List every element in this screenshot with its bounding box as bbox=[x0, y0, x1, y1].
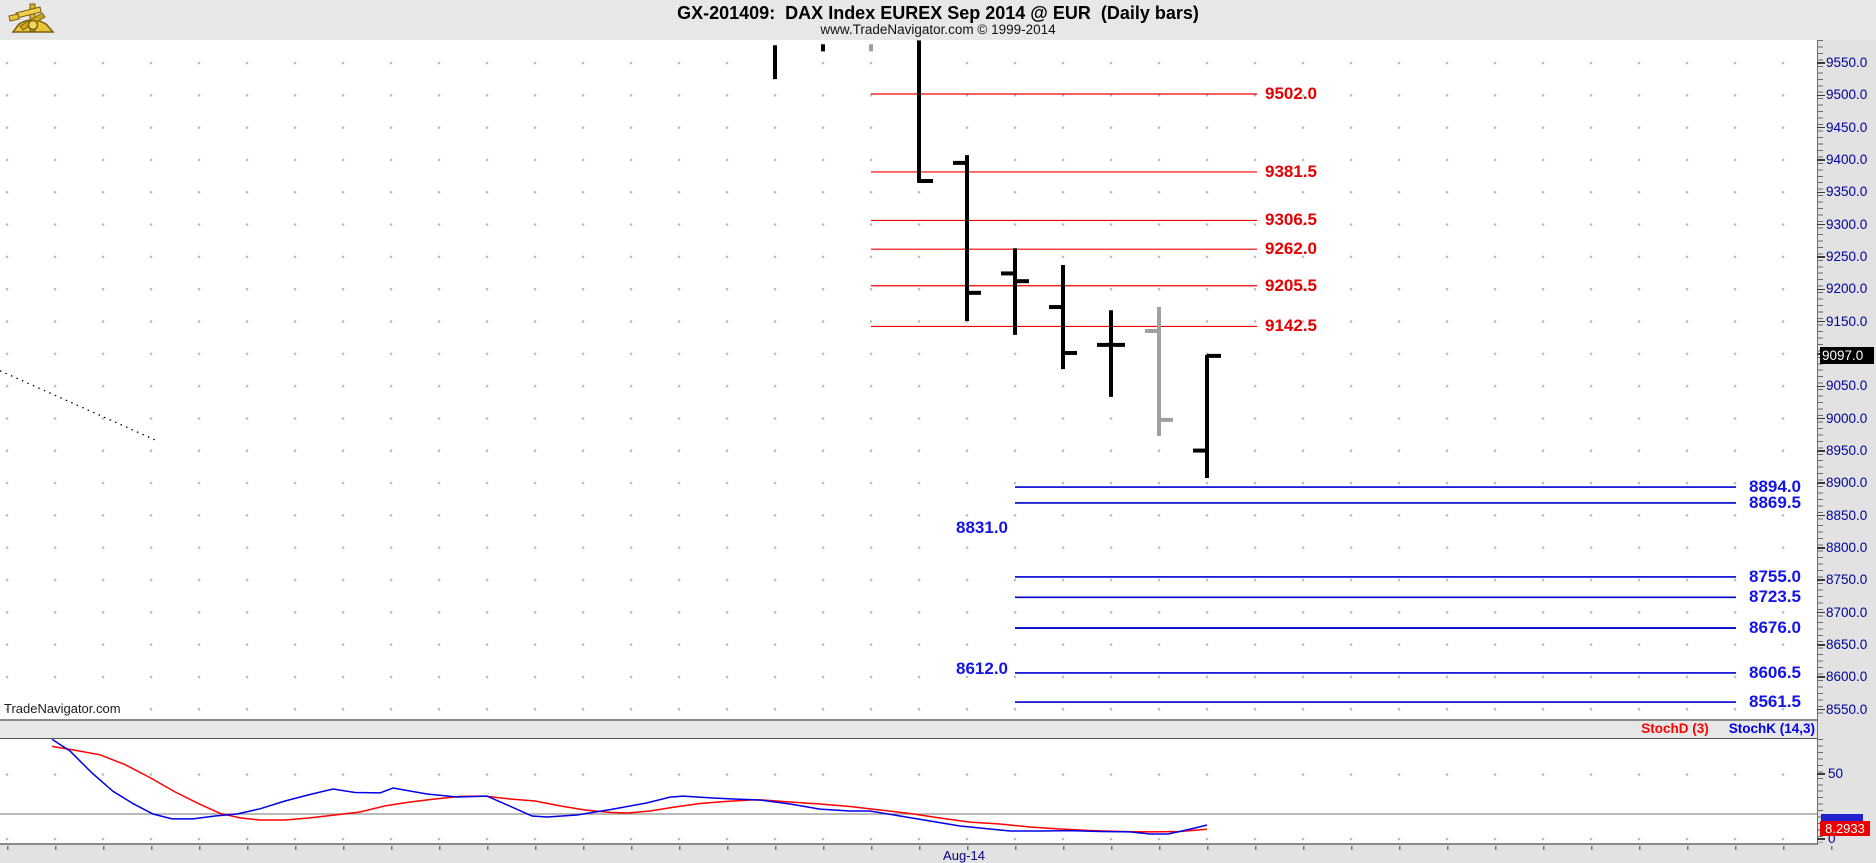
price-axis-tick-label: 8600.0 bbox=[1826, 669, 1868, 685]
price-axis-major-tick bbox=[1817, 644, 1825, 646]
trade-navigator-logo-icon[interactable] bbox=[6, 1, 58, 43]
price-axis-tick-label: 9450.0 bbox=[1826, 119, 1868, 135]
stoch-line-k bbox=[51, 739, 1208, 835]
ohlc-bar bbox=[917, 40, 933, 183]
stochk-legend-label[interactable]: StochK (14,3) bbox=[1728, 721, 1815, 736]
resistance-level-label: 9306.5 bbox=[1265, 210, 1317, 230]
price-axis-major-tick bbox=[1817, 159, 1825, 161]
chart-title: GX-201409: DAX Index EUREX Sep 2014 @ EU… bbox=[677, 3, 1199, 23]
price-axis-tick-label: 8850.0 bbox=[1826, 507, 1868, 523]
support-level-label: 8831.0 bbox=[956, 517, 1008, 537]
date-axis-label: Aug-14 bbox=[943, 848, 985, 863]
ohlc-bar bbox=[1001, 248, 1029, 335]
stochastic-canvas[interactable] bbox=[0, 739, 1817, 844]
stoch-line-d bbox=[51, 745, 1208, 833]
price-axis-major-tick bbox=[1817, 94, 1825, 97]
price-axis-tick-label: 9400.0 bbox=[1826, 151, 1868, 167]
stoch-pane-border bbox=[0, 843, 1817, 845]
price-axis-tick-label: 8550.0 bbox=[1826, 701, 1868, 717]
last-price-badge: 9097.0 bbox=[1820, 347, 1874, 365]
price-axis-tick-label: 9500.0 bbox=[1826, 87, 1868, 103]
price-axis-major-tick bbox=[1817, 450, 1825, 452]
ohlc-bar bbox=[953, 155, 981, 321]
price-axis-tick-label: 9000.0 bbox=[1826, 410, 1868, 426]
stoch-axis-major-tick bbox=[1817, 773, 1825, 775]
date-axis-ticks bbox=[7, 846, 1876, 850]
support-level-label: 8723.5 bbox=[1749, 587, 1801, 607]
support-level-label: 8755.0 bbox=[1749, 566, 1801, 586]
chart-title-bar: GX-201409: DAX Index EUREX Sep 2014 @ EU… bbox=[0, 0, 1876, 40]
price-axis-tick-label: 9200.0 bbox=[1826, 281, 1868, 297]
price-axis-major-tick bbox=[1817, 514, 1825, 517]
price-chart-pane[interactable]: TradeNavigator.com 9502.0 9381.5 9306.5 926… bbox=[0, 40, 1817, 721]
price-axis-major-tick bbox=[1817, 417, 1825, 420]
price-axis-major-tick bbox=[1817, 579, 1825, 581]
price-axis-tick-label: 8650.0 bbox=[1826, 636, 1868, 652]
price-axis-tick-label: 9550.0 bbox=[1826, 55, 1868, 70]
price-axis-tick-label: 8900.0 bbox=[1826, 475, 1868, 491]
resistance-level-label: 9205.5 bbox=[1265, 275, 1317, 295]
date-axis-strip[interactable]: Aug-14 bbox=[0, 845, 1876, 863]
price-axis-major-tick bbox=[1817, 547, 1825, 549]
price-axis-strip[interactable] bbox=[1817, 40, 1876, 845]
resistance-level-label: 9142.5 bbox=[1265, 316, 1317, 336]
support-level-label: 8676.0 bbox=[1749, 618, 1801, 638]
resistance-level-label: 9262.0 bbox=[1265, 239, 1317, 259]
price-axis-major-tick bbox=[1817, 708, 1825, 711]
resistance-level-label: 9381.5 bbox=[1265, 161, 1317, 181]
stochd-value-badge: 8.2933 bbox=[1820, 821, 1870, 836]
price-chart-canvas[interactable] bbox=[0, 40, 1817, 719]
support-level-label: 8612.0 bbox=[956, 659, 1008, 679]
stoch-axis-tick-label: 50 bbox=[1828, 766, 1844, 781]
price-axis-tick-label: 8700.0 bbox=[1826, 604, 1868, 620]
price-axis-major-tick bbox=[1817, 62, 1825, 64]
price-axis-major-tick bbox=[1817, 191, 1825, 194]
resistance-level-label: 9502.0 bbox=[1265, 84, 1317, 104]
price-axis-tick-label: 9350.0 bbox=[1826, 184, 1868, 200]
stoch-axis-tick-label: 0 bbox=[1828, 831, 1836, 846]
price-axis-major-tick bbox=[1817, 256, 1825, 258]
price-axis-major-tick bbox=[1817, 320, 1825, 323]
axis-ruler-line bbox=[1817, 40, 1818, 845]
support-level-label: 8894.0 bbox=[1749, 477, 1801, 497]
dotted-trendline bbox=[0, 370, 156, 441]
price-axis-tick-label: 9050.0 bbox=[1826, 378, 1868, 394]
chart-subtitle: www.TradeNavigator.com © 1999-2014 bbox=[820, 22, 1056, 37]
price-axis-tick-label: 8800.0 bbox=[1826, 539, 1868, 555]
price-axis-major-tick bbox=[1817, 611, 1825, 614]
stoch-axis-major-tick bbox=[1817, 838, 1825, 840]
ohlc-bar bbox=[1193, 353, 1221, 479]
price-axis-major-tick bbox=[1817, 288, 1825, 291]
price-axis-major-tick bbox=[1817, 482, 1825, 484]
support-level-label: 8561.5 bbox=[1749, 692, 1801, 712]
price-axis-minor-ticks bbox=[1818, 40, 1823, 719]
price-axis-tick-label: 8750.0 bbox=[1826, 572, 1868, 588]
ohlc-bar bbox=[1049, 265, 1077, 370]
stochd-legend-label[interactable]: StochD (3) bbox=[1641, 721, 1709, 736]
stochastic-pane[interactable] bbox=[0, 738, 1817, 844]
price-axis-tick-label: 9250.0 bbox=[1826, 248, 1868, 264]
ohlc-bar bbox=[1097, 310, 1125, 397]
support-level-label: 8606.5 bbox=[1749, 662, 1801, 682]
stoch-legend: StochD (3) StochK (14,3) bbox=[0, 721, 1815, 737]
stoch-axis-minor-ticks bbox=[1818, 739, 1823, 843]
price-axis-tick-label: 9300.0 bbox=[1826, 216, 1868, 232]
price-axis-major-tick bbox=[1817, 676, 1825, 678]
ohlc-bar bbox=[1145, 307, 1173, 437]
watermark: TradeNavigator.com bbox=[4, 701, 121, 716]
price-axis-tick-label: 9150.0 bbox=[1826, 313, 1868, 329]
price-axis-tick-label: 8950.0 bbox=[1826, 442, 1868, 458]
stochk-value-badge-occluded bbox=[1821, 814, 1863, 823]
price-axis-major-tick bbox=[1817, 223, 1825, 226]
price-axis-major-tick bbox=[1817, 126, 1825, 129]
price-axis-major-tick bbox=[1817, 385, 1825, 387]
support-level-label: 8869.5 bbox=[1749, 492, 1801, 512]
